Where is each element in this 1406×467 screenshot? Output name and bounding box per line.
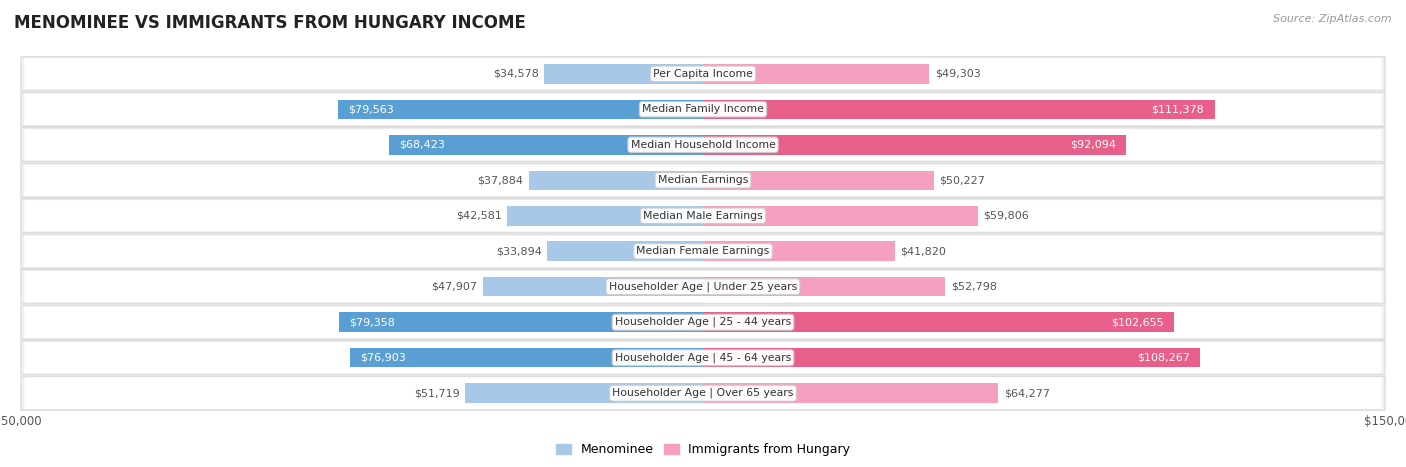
Text: Per Capita Income: Per Capita Income xyxy=(652,69,754,79)
FancyBboxPatch shape xyxy=(24,94,1382,125)
Text: $34,578: $34,578 xyxy=(492,69,538,79)
FancyBboxPatch shape xyxy=(21,376,1385,410)
Text: $42,581: $42,581 xyxy=(456,211,502,221)
Bar xyxy=(703,170,934,190)
Bar xyxy=(703,241,896,261)
FancyBboxPatch shape xyxy=(21,305,1385,339)
Bar xyxy=(388,135,703,155)
Bar xyxy=(508,206,703,226)
Bar xyxy=(337,99,703,119)
Text: $52,798: $52,798 xyxy=(950,282,997,292)
Bar xyxy=(465,383,703,403)
Text: $92,094: $92,094 xyxy=(1070,140,1115,150)
Text: $47,907: $47,907 xyxy=(432,282,478,292)
Text: $111,378: $111,378 xyxy=(1152,104,1204,114)
FancyBboxPatch shape xyxy=(24,200,1382,231)
Text: Householder Age | Over 65 years: Householder Age | Over 65 years xyxy=(612,388,794,398)
FancyBboxPatch shape xyxy=(24,271,1382,302)
Bar xyxy=(703,348,1201,368)
Bar xyxy=(703,99,1215,119)
Text: $51,719: $51,719 xyxy=(415,388,460,398)
FancyBboxPatch shape xyxy=(24,58,1382,89)
Text: $49,303: $49,303 xyxy=(935,69,981,79)
FancyBboxPatch shape xyxy=(21,92,1385,126)
Text: $59,806: $59,806 xyxy=(983,211,1029,221)
Text: Median Female Earnings: Median Female Earnings xyxy=(637,246,769,256)
FancyBboxPatch shape xyxy=(21,57,1385,91)
FancyBboxPatch shape xyxy=(21,234,1385,268)
FancyBboxPatch shape xyxy=(24,129,1382,160)
Text: Source: ZipAtlas.com: Source: ZipAtlas.com xyxy=(1274,14,1392,24)
Text: $76,903: $76,903 xyxy=(360,353,406,363)
Text: $41,820: $41,820 xyxy=(901,246,946,256)
Bar xyxy=(703,277,945,297)
Text: $50,227: $50,227 xyxy=(939,175,986,185)
Text: $33,894: $33,894 xyxy=(496,246,541,256)
Bar xyxy=(350,348,703,368)
Bar xyxy=(703,206,977,226)
Legend: Menominee, Immigrants from Hungary: Menominee, Immigrants from Hungary xyxy=(551,439,855,461)
Bar xyxy=(339,312,703,332)
FancyBboxPatch shape xyxy=(21,163,1385,197)
Text: MENOMINEE VS IMMIGRANTS FROM HUNGARY INCOME: MENOMINEE VS IMMIGRANTS FROM HUNGARY INC… xyxy=(14,14,526,32)
Bar xyxy=(703,383,998,403)
Text: Median Household Income: Median Household Income xyxy=(630,140,776,150)
Bar xyxy=(703,312,1174,332)
Text: $102,655: $102,655 xyxy=(1112,317,1164,327)
Text: Median Family Income: Median Family Income xyxy=(643,104,763,114)
Bar xyxy=(703,64,929,84)
Text: Median Earnings: Median Earnings xyxy=(658,175,748,185)
Text: $79,358: $79,358 xyxy=(349,317,395,327)
Bar xyxy=(484,277,703,297)
FancyBboxPatch shape xyxy=(21,341,1385,375)
FancyBboxPatch shape xyxy=(24,342,1382,373)
Bar xyxy=(529,170,703,190)
FancyBboxPatch shape xyxy=(24,236,1382,267)
FancyBboxPatch shape xyxy=(21,128,1385,162)
FancyBboxPatch shape xyxy=(21,199,1385,233)
FancyBboxPatch shape xyxy=(24,378,1382,409)
Text: $79,563: $79,563 xyxy=(347,104,394,114)
Bar xyxy=(544,64,703,84)
Text: $108,267: $108,267 xyxy=(1137,353,1189,363)
Text: Householder Age | 45 - 64 years: Householder Age | 45 - 64 years xyxy=(614,353,792,363)
FancyBboxPatch shape xyxy=(24,165,1382,196)
Text: $37,884: $37,884 xyxy=(478,175,523,185)
Text: $64,277: $64,277 xyxy=(1004,388,1050,398)
FancyBboxPatch shape xyxy=(21,270,1385,304)
Text: $68,423: $68,423 xyxy=(399,140,444,150)
Bar xyxy=(547,241,703,261)
FancyBboxPatch shape xyxy=(24,307,1382,338)
Text: Householder Age | Under 25 years: Householder Age | Under 25 years xyxy=(609,282,797,292)
Bar xyxy=(703,135,1126,155)
Text: Median Male Earnings: Median Male Earnings xyxy=(643,211,763,221)
Text: Householder Age | 25 - 44 years: Householder Age | 25 - 44 years xyxy=(614,317,792,327)
